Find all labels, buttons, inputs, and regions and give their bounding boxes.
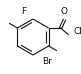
- Text: Cl: Cl: [74, 28, 81, 36]
- Text: Br: Br: [42, 57, 52, 67]
- Text: O: O: [61, 7, 67, 17]
- Text: F: F: [21, 7, 27, 17]
